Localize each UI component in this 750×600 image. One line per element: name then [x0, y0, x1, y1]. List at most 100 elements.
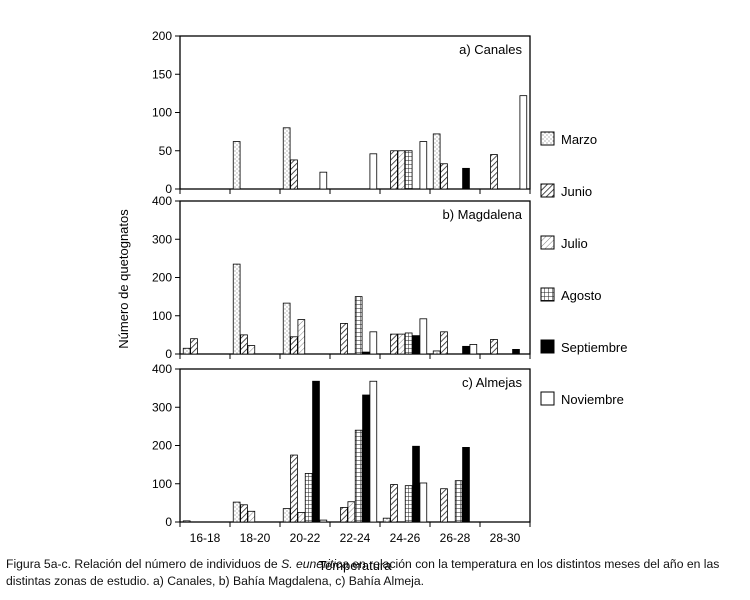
caption-species: S. euneritica: [281, 557, 349, 571]
bar-junio-22-24: [340, 322, 348, 355]
bar-septiembre-24-26: [412, 445, 420, 523]
bar-agosto-22-24: [354, 296, 363, 355]
bar-septiembre-24-26: [412, 335, 420, 355]
bar-marzo-20-22: [282, 302, 291, 355]
bar-marzo-16-18: [182, 520, 191, 523]
legend-swatch: [540, 131, 555, 146]
y-tick-label: 200: [152, 29, 172, 43]
y-tick-label: 0: [165, 515, 172, 529]
bar-marzo-26-28: [432, 350, 441, 355]
bar-junio-16-18: [190, 338, 198, 355]
bar-junio-26-28: [440, 163, 448, 190]
bar-marzo-26-28: [432, 133, 441, 190]
legend-swatch: [540, 287, 555, 302]
x-tick-label: 18-20: [240, 531, 271, 545]
y-axis-label: Número de quetognatos: [116, 209, 131, 349]
panel-3: 0 100 200 300 400 c) Almejas: [152, 362, 531, 529]
panel-2: 0 100 200 300 400 b) Magdalena: [152, 194, 531, 361]
legend-label: Septiembre: [561, 340, 627, 355]
y-tick-label: 200: [152, 271, 172, 285]
legend-item: Marzo: [540, 131, 597, 147]
x-tick-label: 28-30: [490, 531, 521, 545]
legend-label: Julio: [561, 236, 588, 251]
bar-marzo-18-20: [232, 263, 241, 355]
legend: Marzo Junio Julio Agosto Septiembre Noviembre: [540, 131, 627, 407]
legend-swatch: [540, 183, 555, 198]
bar-junio-26-28: [440, 331, 448, 355]
y-tick-label: 0: [165, 182, 172, 196]
bar-septiembre-28-30: [512, 349, 520, 355]
caption-prefix: Figura 5a-c. Relación del número de indi…: [6, 557, 282, 571]
bar-noviembre-20-22: [319, 171, 328, 190]
bar-julio-20-22: [297, 319, 306, 355]
y-tick-label: 400: [152, 362, 172, 376]
bar-agosto-20-22: [304, 473, 313, 523]
bar-noviembre-22-24: [369, 380, 378, 523]
bar-junio-24-26: [390, 484, 398, 523]
legend-swatch: [540, 235, 555, 250]
bar-julio-18-20: [247, 510, 256, 523]
bar-junio-24-26: [390, 150, 398, 190]
panel-frame: [179, 35, 531, 190]
bar-junio-20-22: [290, 336, 298, 355]
bar-noviembre-24-26: [419, 482, 428, 523]
bar-septiembre-22-24: [362, 394, 370, 523]
y-tick-label: 100: [152, 309, 172, 323]
y-tick-label: 400: [152, 194, 172, 208]
y-tick-label: 0: [165, 347, 172, 361]
y-tick-label: 50: [159, 144, 173, 158]
bar-noviembre-24-26: [419, 141, 428, 190]
bar-marzo-20-22: [282, 508, 291, 523]
bar-junio-22-24: [340, 507, 348, 523]
bar-agosto-24-26: [404, 485, 413, 523]
legend-item: Junio: [540, 183, 592, 199]
bar-noviembre-20-22: [319, 519, 328, 523]
legend-item: Noviembre: [540, 391, 624, 407]
y-tick-label: 200: [152, 439, 172, 453]
legend-label: Agosto: [561, 288, 601, 303]
bar-marzo-18-20: [232, 141, 241, 190]
bar-julio-20-22: [297, 512, 306, 523]
legend-swatch: [540, 339, 555, 354]
bar-septiembre-26-28: [462, 167, 470, 190]
bar-noviembre-24-26: [419, 318, 428, 355]
panel-title: a) Canales: [459, 42, 522, 57]
bar-junio-24-26: [390, 333, 398, 355]
bar-junio-26-28: [440, 488, 448, 523]
legend-swatch: [540, 391, 555, 406]
legend-item: Septiembre: [540, 339, 627, 355]
y-tick-label: 150: [152, 67, 172, 81]
bar-noviembre-26-28: [469, 344, 478, 355]
legend-item: Julio: [540, 235, 588, 251]
bar-marzo-16-18: [182, 347, 191, 355]
legend-item: Agosto: [540, 287, 601, 303]
panel-1: 0 50 100 150 200 a) Canales: [152, 29, 531, 196]
bar-agosto-24-26: [404, 150, 413, 190]
x-tick-label: 20-22: [290, 531, 321, 545]
bar-septiembre-26-28: [462, 447, 470, 523]
bar-julio-24-26: [397, 150, 406, 190]
bar-marzo-20-22: [282, 127, 291, 190]
panel-title: b) Magdalena: [443, 207, 523, 222]
x-tick-label: 16-18: [190, 531, 221, 545]
y-tick-label: 100: [152, 477, 172, 491]
bar-julio-18-20: [247, 345, 256, 355]
caption-suffix: en relación con la temperatura en los di…: [6, 557, 720, 588]
bar-julio-22-24: [347, 501, 356, 523]
bar-noviembre-28-30: [519, 95, 528, 190]
bar-septiembre-20-22: [312, 380, 320, 523]
x-tick-label: 26-28: [440, 531, 471, 545]
bar-agosto-24-26: [404, 332, 413, 355]
legend-label: Junio: [561, 184, 592, 199]
x-axis-label: Temperatura: [319, 558, 393, 573]
bar-marzo-18-20: [232, 501, 241, 523]
y-tick-label: 300: [152, 232, 172, 246]
bar-junio-28-30: [490, 339, 498, 355]
bar-septiembre-22-24: [362, 351, 370, 355]
panel-title: c) Almejas: [462, 375, 522, 390]
y-tick-label: 300: [152, 400, 172, 414]
plot-area: 0 50 100 150 200 a) Canales 0 100 200 300 400 b) Ma…: [152, 29, 531, 545]
bar-septiembre-26-28: [462, 345, 470, 355]
bar-noviembre-22-24: [369, 153, 378, 190]
